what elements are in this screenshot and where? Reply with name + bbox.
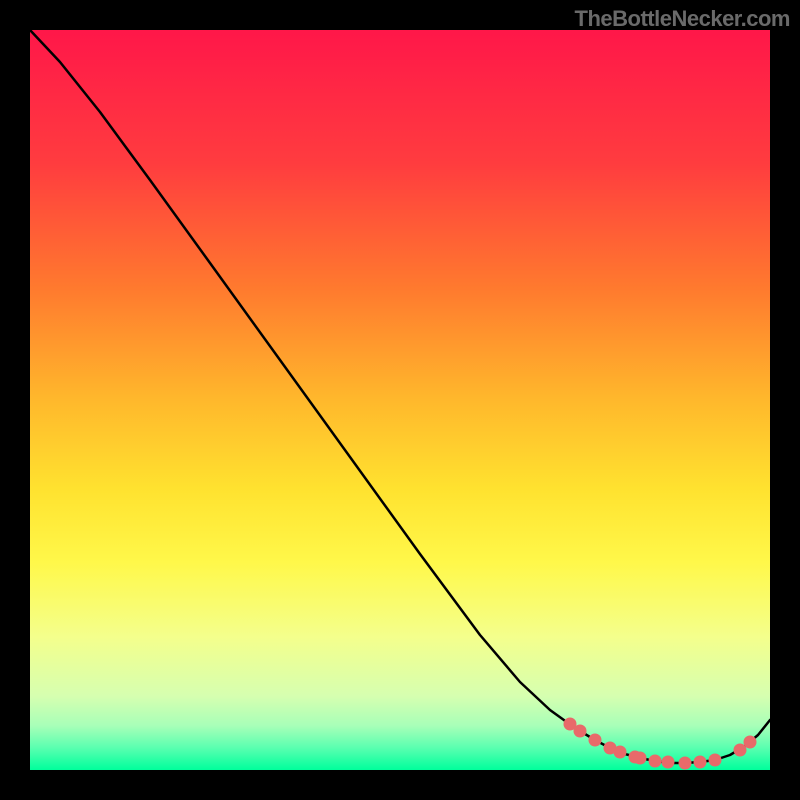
gradient-background [30,30,770,770]
chart-svg [30,30,770,770]
data-marker [679,757,692,770]
data-marker [634,752,647,765]
chart-area [30,30,770,770]
data-marker [614,746,627,759]
data-marker [589,734,602,747]
watermark-text: TheBottleNecker.com [575,6,790,32]
chart-container: TheBottleNecker.com [0,0,800,800]
data-marker [574,725,587,738]
data-marker [694,756,707,769]
data-marker [709,754,722,767]
data-marker [744,736,757,749]
data-marker [649,755,662,768]
data-marker [662,756,675,769]
